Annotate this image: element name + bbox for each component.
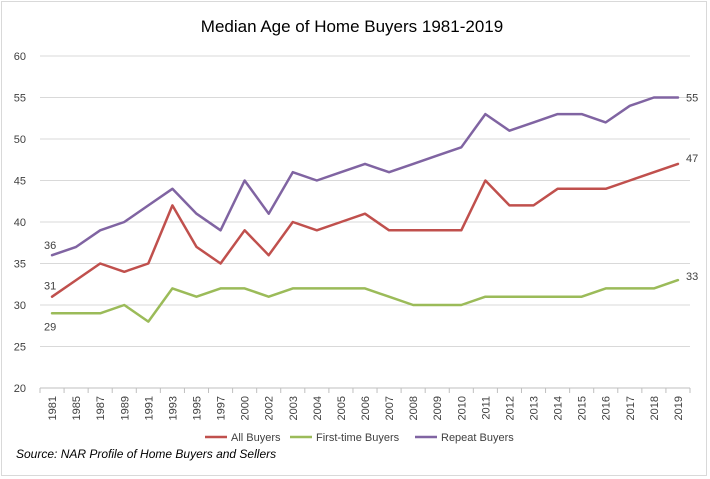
- x-tick-label: 2005: [336, 396, 348, 420]
- x-tick-label: 1981: [47, 396, 59, 420]
- x-tick-label: 1989: [119, 396, 131, 420]
- data-label: 36: [44, 240, 56, 252]
- legend: All Buyers First-time Buyers Repeat Buyers: [205, 432, 514, 444]
- gridlines: [40, 55, 690, 389]
- legend-label: Repeat Buyers: [441, 432, 514, 444]
- y-tick-label: 50: [14, 134, 26, 146]
- x-tick-label: 2009: [432, 396, 444, 420]
- y-tick-label: 35: [14, 259, 26, 271]
- x-tick-label: 2017: [625, 396, 637, 420]
- x-tick-label: 2013: [529, 396, 541, 420]
- data-label: 31: [44, 281, 56, 293]
- data-label: 29: [44, 321, 56, 333]
- source-note: Source: NAR Profile of Home Buyers and S…: [16, 447, 277, 461]
- x-tick-label: 2008: [408, 396, 420, 420]
- x-tick-label: 1993: [167, 396, 179, 420]
- y-tick-label: 30: [14, 300, 26, 312]
- x-tick-label: 1987: [95, 396, 107, 420]
- x-tick-label: 2007: [384, 396, 396, 420]
- y-tick-label: 60: [14, 51, 26, 63]
- x-tick-label: 2010: [456, 396, 468, 420]
- y-tick-label: 55: [14, 93, 26, 105]
- legend-item: Repeat Buyers: [415, 432, 514, 444]
- x-tick-label: 2003: [288, 396, 300, 420]
- legend-item: All Buyers: [205, 432, 281, 444]
- series-line-repeat-buyers: [50, 96, 680, 257]
- series-line-all-buyers: [50, 162, 680, 298]
- data-labels: 31 47 29 33 36 55: [44, 93, 698, 334]
- y-axis: 20 25 30 35 40 45 50 55 60: [14, 51, 26, 395]
- x-tick-label: 2014: [553, 396, 565, 420]
- series-lines: [50, 96, 680, 323]
- data-label: 33: [686, 271, 698, 283]
- x-tick-label: 2004: [312, 396, 324, 420]
- series-line-first-time-buyers: [50, 278, 680, 323]
- x-tick-label: 2015: [577, 396, 589, 420]
- x-tick-label: 1997: [216, 396, 228, 420]
- y-tick-label: 20: [14, 383, 26, 395]
- x-tick-label: 2018: [649, 396, 661, 420]
- y-tick-label: 40: [14, 217, 26, 229]
- data-label: 55: [686, 93, 698, 105]
- legend-label: All Buyers: [231, 432, 281, 444]
- chart-title: Median Age of Home Buyers 1981-2019: [201, 17, 503, 36]
- x-tick-label: 2012: [504, 396, 516, 420]
- legend-item: First-time Buyers: [290, 432, 400, 444]
- x-tick-label: 1995: [191, 396, 203, 420]
- x-axis: 1981 1985 1987 1989 1991 1993 1995 1997 2000 2002…: [39, 387, 691, 420]
- x-tick-label: 2016: [601, 396, 613, 420]
- x-tick-label: 2002: [264, 396, 276, 420]
- x-tick-label: 2000: [240, 396, 252, 420]
- x-tick-label: 2019: [673, 396, 685, 420]
- legend-label: First-time Buyers: [316, 432, 400, 444]
- x-tick-label: 2006: [360, 396, 372, 420]
- x-tick-label: 1985: [71, 396, 83, 420]
- x-tick-label: 2011: [480, 396, 492, 420]
- x-tick-label: 1991: [143, 396, 155, 420]
- y-tick-label: 45: [14, 176, 26, 188]
- data-label: 47: [686, 153, 698, 165]
- y-tick-label: 25: [14, 342, 26, 354]
